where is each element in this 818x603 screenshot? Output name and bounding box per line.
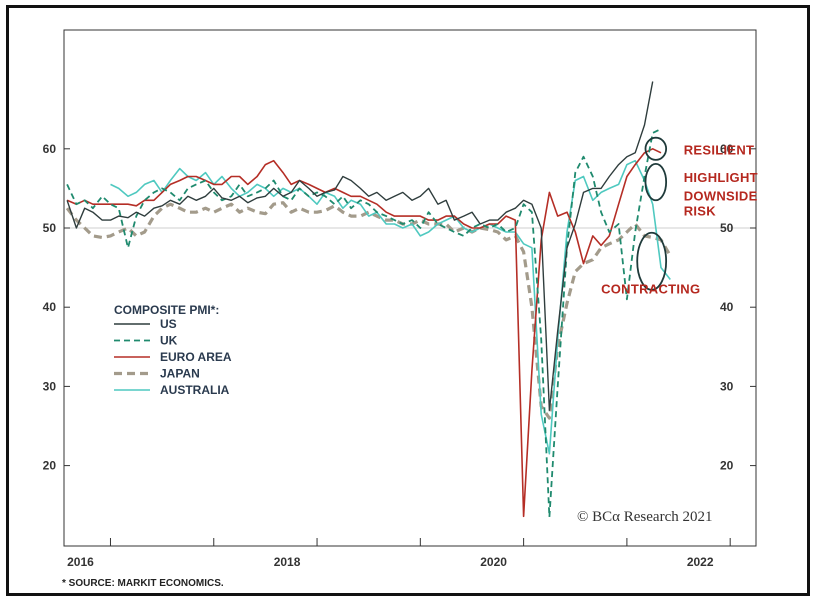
series-line-australia [110, 159, 671, 455]
legend-label-euro-area: EURO AREA [160, 350, 232, 364]
highlight-circle [636, 231, 668, 291]
annotation-text: RISK [684, 203, 717, 218]
y-tick-label-right: 40 [720, 300, 734, 314]
legend-label-us: US [160, 317, 177, 331]
y-tick-label-left: 50 [43, 221, 57, 235]
legend-label-australia: AUSTRALIA [160, 383, 230, 397]
source-note: * SOURCE: MARKIT ECONOMICS. [62, 578, 224, 589]
x-tick-label: 2020 [480, 555, 507, 569]
annotation-text: RESILIENT [684, 142, 755, 157]
y-tick-label-right: 30 [720, 379, 734, 393]
highlight-circles [636, 136, 668, 291]
y-tick-label-left: 20 [43, 459, 57, 473]
series-line-euro-area [66, 148, 662, 518]
legend-title: COMPOSITE PMI*: [114, 303, 219, 317]
x-tick-label: 2016 [67, 555, 94, 569]
x-axis: 2016 2018 2020 2022 [67, 538, 731, 569]
series-layer [65, 81, 672, 518]
y-tick-label-left: 30 [43, 379, 57, 393]
y-axis-left: 20 30 40 50 60 [43, 142, 70, 473]
y-tick-label-right: 60 [720, 142, 734, 156]
legend-label-japan: JAPAN [160, 367, 200, 381]
legend: COMPOSITE PMI*: US UK EURO AREA JAPAN AUSTRA… [114, 303, 232, 397]
x-tick-label: 2018 [274, 555, 301, 569]
plot-area [63, 29, 757, 547]
y-axis-right: 20 30 40 50 60 [720, 142, 756, 473]
annotation-text: CONTRACTING [601, 282, 700, 297]
y-tick-label-left: 40 [43, 300, 57, 314]
series-line-us [66, 81, 654, 411]
y-tick-label-left: 60 [43, 142, 57, 156]
credit-text: © BCα Research 2021 [577, 509, 712, 525]
highlight-circle [644, 162, 668, 202]
legend-label-uk: UK [160, 334, 178, 348]
annotation-text: HIGHLIGHT [684, 170, 758, 185]
series-line-uk [66, 128, 662, 518]
y-tick-label-right: 50 [720, 221, 734, 235]
y-tick-label-right: 20 [720, 459, 734, 473]
highlight-circle [644, 136, 668, 161]
series-line-japan [65, 201, 672, 420]
annotation-text: DOWNSIDE [684, 188, 758, 203]
x-tick-label: 2022 [687, 555, 714, 569]
